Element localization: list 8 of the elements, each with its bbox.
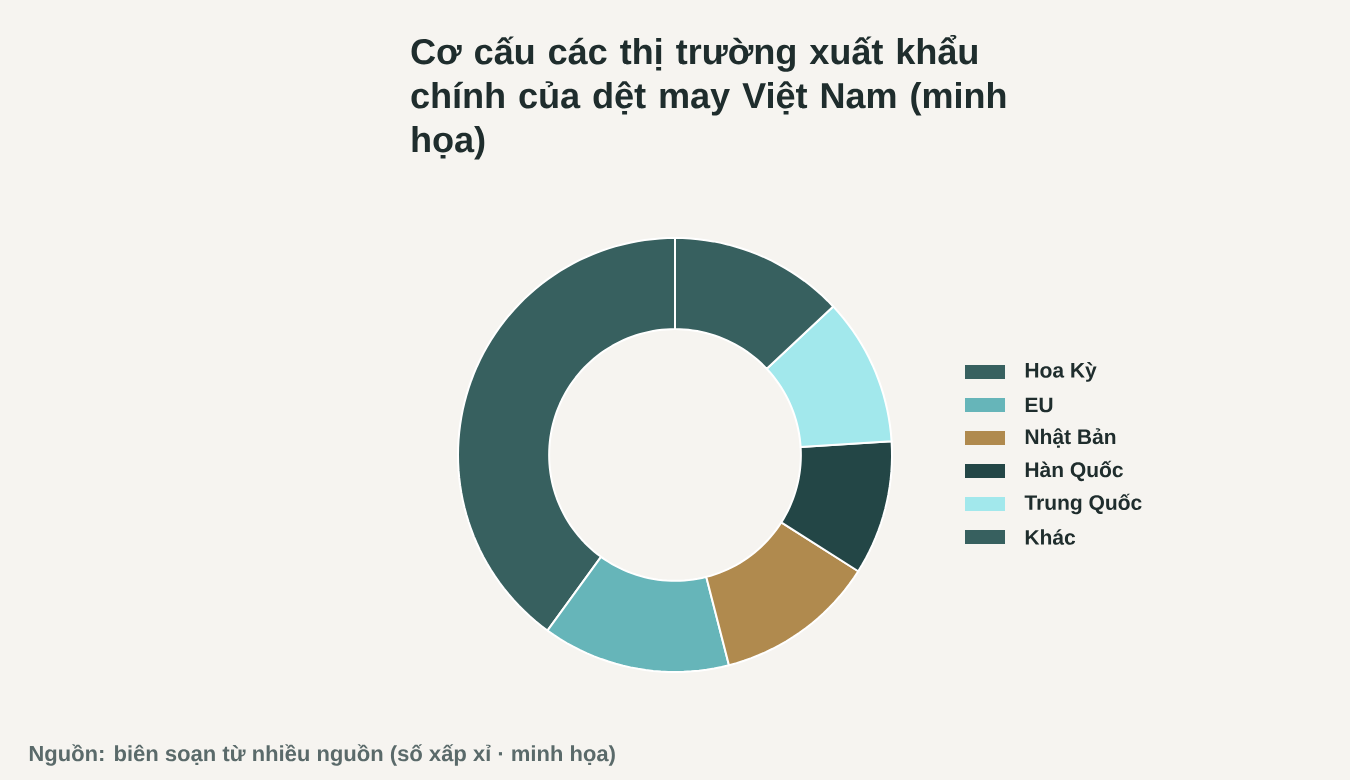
chart-title: Cơ cấu các thị trường xuất khẩu chính của dệt may Việt Nam (minh họa)	[411, 35, 1006, 160]
text: Nguồn: biên soạn từ nhiều nguồn (số xấp xỉ · minh họa)	[29, 744, 615, 766]
legend-label: Trung Quốc	[1024, 493, 1142, 515]
legend-label: Khác	[1025, 529, 1076, 545]
legend-label: Hàn Quốc	[1025, 460, 1123, 482]
legend-label: Nhật Bản	[1025, 428, 1116, 448]
legend-label: EU	[1025, 397, 1053, 413]
legend-label: Hoa Kỳ	[1025, 362, 1097, 382]
